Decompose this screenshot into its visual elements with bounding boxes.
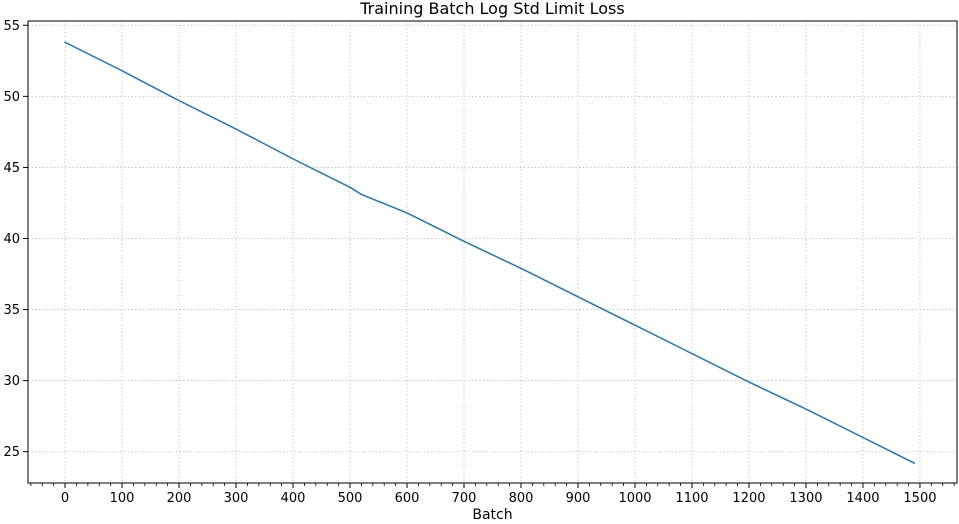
x-tick-label: 400 (281, 491, 306, 506)
plot-frame (27, 20, 958, 484)
x-tick-label: 600 (395, 491, 420, 506)
x-tick-label: 900 (566, 491, 591, 506)
x-tick-label: 1100 (675, 491, 708, 506)
x-axis-label: Batch (472, 507, 512, 523)
x-tick-label: 1500 (903, 491, 936, 506)
x-tick-label: 100 (110, 491, 135, 506)
x-tick-label: 700 (452, 491, 477, 506)
x-tick-label: 1400 (846, 491, 879, 506)
grid-layer (28, 21, 957, 483)
x-tick-label: 300 (224, 491, 249, 506)
x-tick-label: 200 (167, 491, 192, 506)
series-line (64, 41, 916, 465)
y-tick-label: 40 (3, 232, 20, 247)
y-tick-label: 25 (3, 445, 20, 460)
x-tick-label: 500 (338, 491, 363, 506)
series-layer (64, 41, 916, 465)
y-tick-label: 50 (3, 90, 20, 105)
x-tick-label: 800 (509, 491, 534, 506)
y-tick-label: 45 (3, 161, 20, 176)
x-tick-label: 1200 (732, 491, 765, 506)
chart-title: Training Batch Log Std Limit Loss (359, 0, 624, 18)
x-tick-label: 1300 (789, 491, 822, 506)
y-tick-label: 55 (3, 19, 20, 34)
ticks-layer: 0 100 200 300 400 500 600 700 800 900 1000 1100 1200… (3, 19, 955, 506)
y-tick-label: 35 (3, 303, 20, 318)
y-tick-label: 30 (3, 374, 20, 389)
x-tick-label: 1000 (618, 491, 651, 506)
x-tick-label: 0 (61, 491, 69, 506)
